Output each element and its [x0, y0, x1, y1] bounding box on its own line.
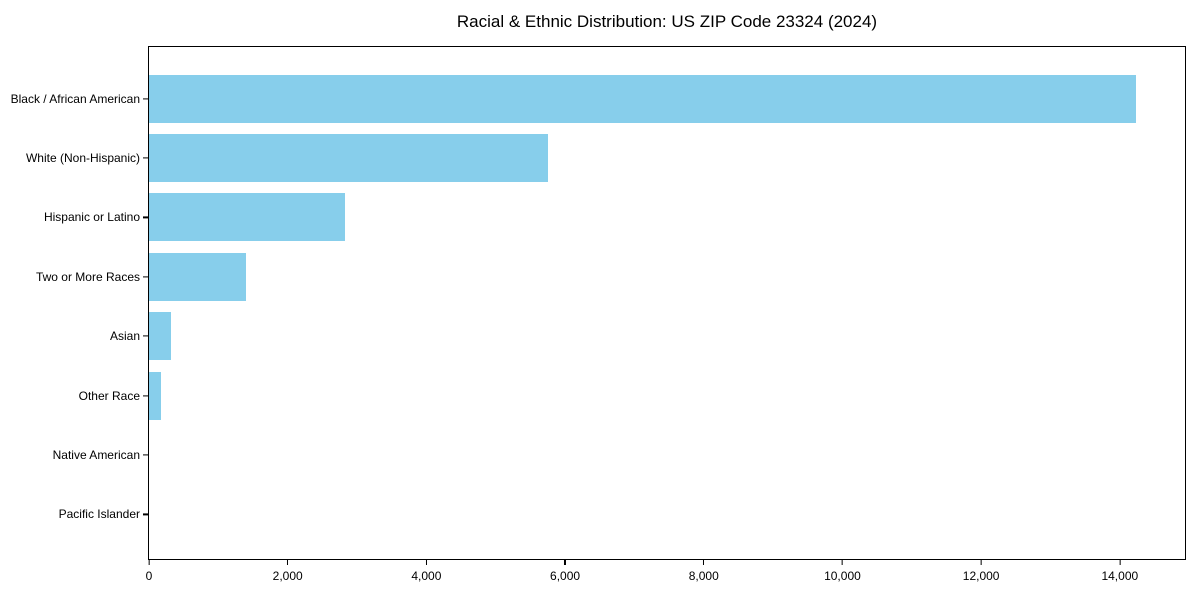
- bar-row: Hispanic or Latino: [44, 188, 1185, 247]
- y-axis-label: Pacific Islander: [58, 507, 140, 522]
- bar-row: Black / African American: [11, 69, 1185, 128]
- bar-row: White (Non-Hispanic): [26, 128, 1185, 187]
- y-tick-mark: [143, 395, 149, 397]
- x-tick-label: 2,000: [272, 569, 303, 583]
- x-tick-mark: [425, 559, 427, 565]
- x-tick-mark: [148, 559, 150, 565]
- y-axis-label: Hispanic or Latino: [43, 210, 140, 225]
- y-tick-mark: [143, 335, 149, 337]
- x-tick-label: 4,000: [411, 569, 442, 583]
- y-axis-label: White (Non-Hispanic): [25, 151, 140, 166]
- bar: [149, 312, 171, 361]
- y-axis-label: Black / African American: [10, 91, 140, 106]
- bar-row: Native American: [53, 425, 1185, 484]
- y-tick-mark: [143, 157, 149, 159]
- bar: [149, 134, 548, 183]
- x-tick-label: 10,000: [824, 569, 861, 583]
- x-tick-mark: [1119, 559, 1121, 565]
- x-tick-label: 6,000: [550, 569, 581, 583]
- y-axis-label: Native American: [52, 448, 140, 463]
- x-tick: 2,000: [273, 559, 303, 583]
- bar-row: Two or More Races: [36, 247, 1185, 306]
- x-tick-mark: [287, 559, 289, 565]
- bar-row: Pacific Islander: [59, 485, 1185, 544]
- x-tick: 14,000: [1101, 559, 1138, 583]
- bar-row: Other Race: [79, 366, 1185, 425]
- x-tick-label: 0: [145, 569, 153, 583]
- x-tick-mark: [564, 559, 566, 565]
- y-tick-mark: [143, 454, 149, 456]
- y-tick-mark: [143, 216, 149, 219]
- y-axis-label: Other Race: [78, 388, 140, 403]
- x-tick: 6,000: [550, 559, 580, 583]
- x-tick-label: 12,000: [962, 569, 1000, 583]
- bars-container: Black / African American White (Non-Hisp…: [11, 47, 1185, 559]
- x-tick: 12,000: [962, 559, 1000, 583]
- x-tick: 10,000: [824, 559, 861, 583]
- y-axis-label: Two or More Races: [35, 269, 140, 284]
- plot-area: Black / African American White (Non-Hisp…: [11, 46, 1186, 583]
- y-tick-mark: [143, 98, 149, 100]
- bar-row: Asian: [110, 307, 1185, 366]
- chart-title: Racial & Ethnic Distribution: US ZIP Cod…: [456, 12, 878, 31]
- bar: [149, 74, 1136, 123]
- x-tick-label: 14,000: [1101, 569, 1139, 583]
- x-tick-mark: [703, 559, 705, 565]
- bar: [149, 252, 246, 301]
- y-axis-label: Asian: [109, 329, 140, 344]
- bar: [149, 371, 162, 420]
- y-tick-mark: [143, 276, 149, 278]
- x-axis: 0 2,000 4,000 6,000 8,000 10,000 12,000 …: [145, 559, 1185, 593]
- x-tick: 4,000: [411, 559, 441, 583]
- y-tick-mark: [143, 513, 149, 516]
- x-tick: 0: [145, 559, 153, 583]
- x-tick-label: 8,000: [688, 569, 719, 583]
- x-tick: 8,000: [689, 559, 719, 583]
- x-tick-mark: [841, 559, 844, 565]
- x-tick-mark: [980, 559, 982, 565]
- bar: [149, 193, 345, 242]
